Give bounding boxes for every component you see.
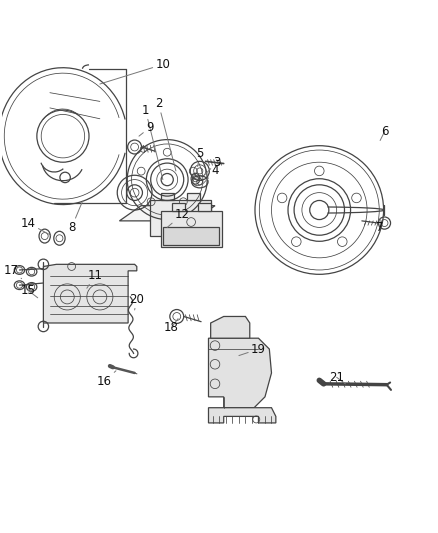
Text: 10: 10	[100, 58, 170, 84]
Polygon shape	[198, 204, 211, 211]
Text: 21: 21	[329, 371, 346, 384]
Polygon shape	[150, 200, 211, 236]
Text: 3: 3	[204, 156, 221, 175]
Text: 7: 7	[376, 219, 384, 234]
Polygon shape	[211, 317, 250, 338]
Text: 14: 14	[21, 216, 51, 235]
Polygon shape	[172, 204, 184, 211]
Text: 20: 20	[129, 293, 144, 310]
Text: 12: 12	[167, 208, 190, 228]
Text: 4: 4	[203, 164, 219, 184]
Polygon shape	[208, 408, 276, 423]
Text: 2: 2	[155, 97, 176, 171]
Polygon shape	[161, 211, 222, 247]
Text: 8: 8	[68, 201, 82, 234]
Text: 5: 5	[196, 147, 204, 166]
Text: 19: 19	[239, 343, 266, 356]
Text: 18: 18	[164, 319, 179, 334]
Polygon shape	[120, 206, 215, 221]
Text: 1: 1	[142, 103, 163, 180]
Text: 17: 17	[4, 264, 21, 279]
Polygon shape	[43, 264, 137, 323]
Text: 15: 15	[21, 284, 38, 298]
Text: 9: 9	[139, 121, 154, 136]
Polygon shape	[187, 192, 200, 200]
Text: 11: 11	[87, 269, 103, 288]
Polygon shape	[208, 338, 272, 408]
Text: 16: 16	[97, 371, 116, 388]
Polygon shape	[161, 192, 174, 200]
Text: 6: 6	[380, 125, 388, 141]
Polygon shape	[163, 228, 219, 245]
